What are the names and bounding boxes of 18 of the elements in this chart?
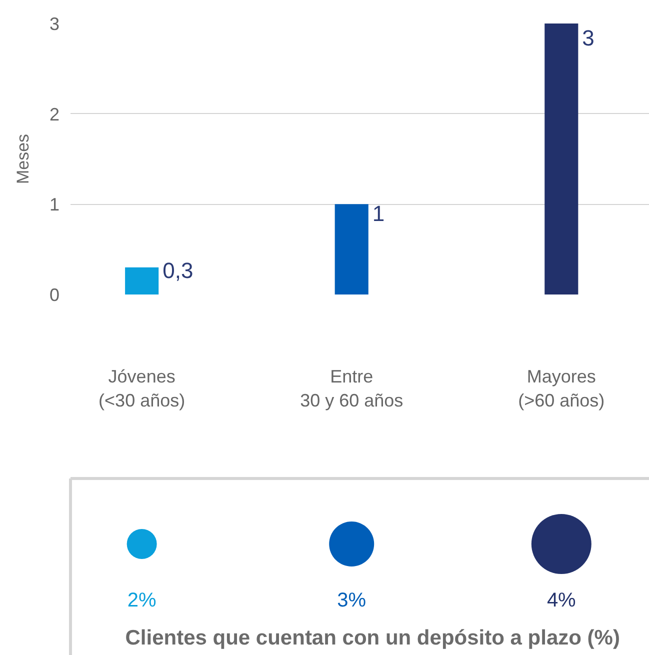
- x-tick-label: Entre 30 y 60 años: [300, 366, 404, 410]
- y-tick-label: 3: [49, 14, 60, 34]
- bar: [544, 24, 578, 294]
- x-tick-label: Mayores (>60 años): [518, 366, 605, 410]
- data-label: 3: [582, 26, 594, 50]
- data-label: 0,3: [162, 258, 194, 284]
- text: Clientes que cuentan con un depósito a plazo (%): [125, 626, 620, 650]
- y-axis-title: Meses: [13, 134, 32, 184]
- data-label: 4%: [546, 590, 576, 612]
- bar: [334, 204, 368, 294]
- data-label: 2%: [127, 590, 156, 612]
- data-label: 3%: [337, 590, 366, 612]
- bar: [125, 267, 159, 294]
- x-tick-label: Jóvenes (<30 años): [98, 366, 186, 410]
- y-tick-label: 0: [49, 285, 60, 305]
- y-tick-label: 2: [49, 104, 60, 124]
- data-label: 1: [372, 201, 385, 226]
- y-tick-label: 1: [49, 194, 60, 215]
